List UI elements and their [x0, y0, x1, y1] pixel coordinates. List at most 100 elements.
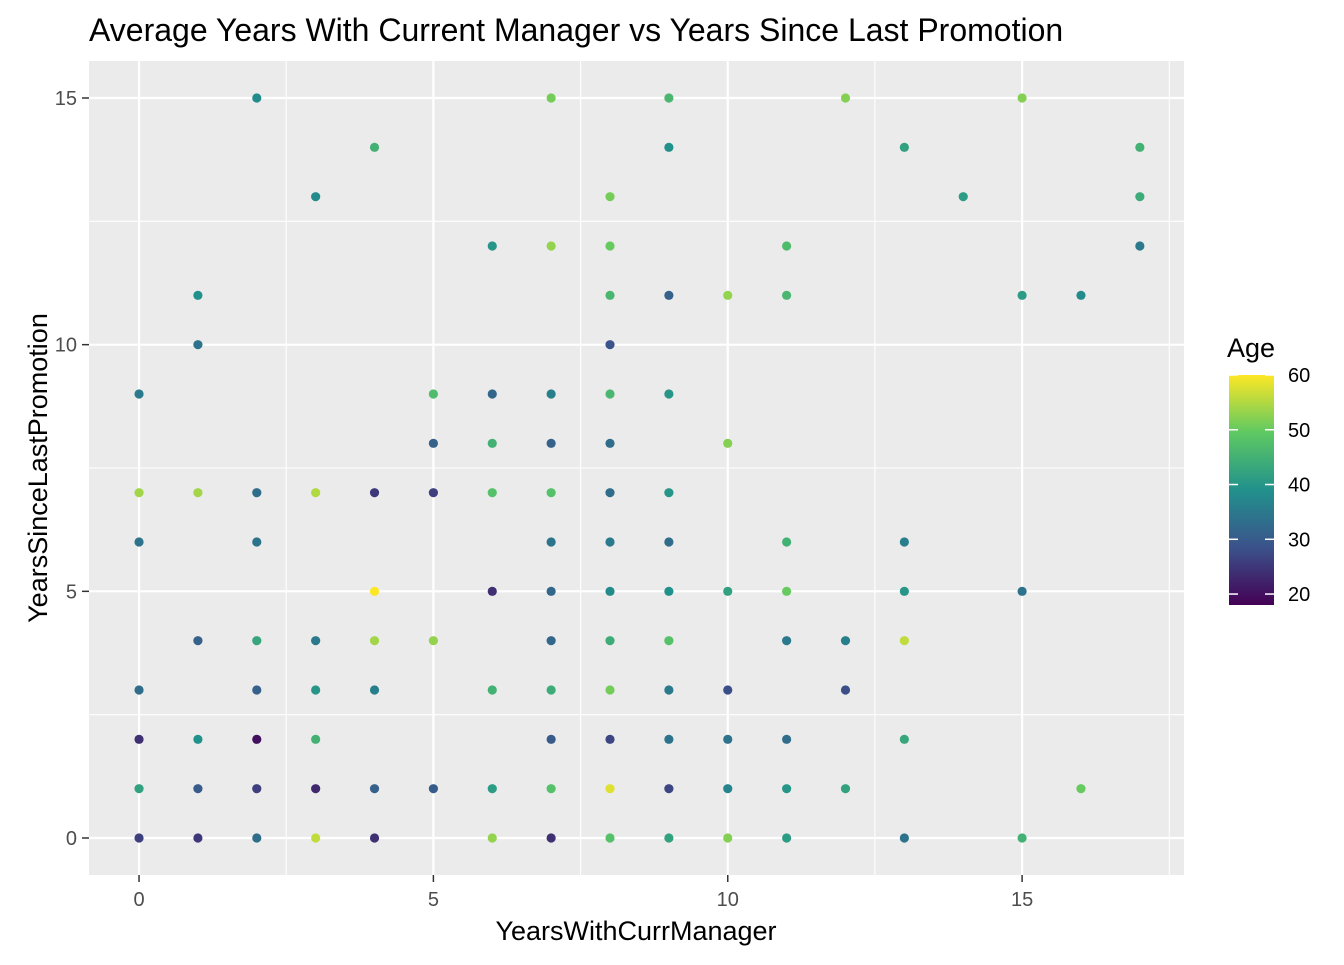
data-point	[311, 784, 321, 794]
data-point	[605, 340, 615, 350]
data-point	[369, 586, 380, 596]
data-point	[193, 636, 203, 646]
data-point	[487, 389, 497, 399]
y-axis-title: YearsSinceLastPromotion	[23, 313, 53, 623]
data-point	[664, 93, 674, 103]
x-tick-label: 0	[133, 889, 144, 911]
data-point	[899, 537, 909, 547]
data-point	[134, 389, 144, 399]
data-point	[487, 685, 497, 695]
data-point	[840, 685, 851, 695]
data-point	[428, 784, 438, 794]
data-point	[252, 488, 262, 498]
legend: Age 20 30 40 50 60	[1227, 333, 1310, 606]
data-point	[311, 488, 321, 498]
data-point	[664, 636, 674, 646]
data-point	[723, 784, 733, 794]
y-tick-label: 5	[66, 581, 77, 603]
data-point	[134, 833, 144, 843]
data-point	[369, 142, 380, 152]
data-point	[605, 290, 615, 300]
data-point	[664, 290, 674, 300]
data-point	[546, 586, 556, 596]
data-point	[487, 833, 497, 843]
data-point	[546, 488, 556, 498]
data-point	[193, 290, 203, 300]
legend-tick-label: 60	[1288, 365, 1310, 387]
data-point	[369, 685, 380, 695]
data-point	[664, 833, 674, 843]
data-point	[605, 685, 615, 695]
data-point	[546, 438, 556, 448]
data-point	[1076, 784, 1086, 794]
data-point	[782, 734, 792, 744]
x-tick-label: 10	[717, 889, 739, 911]
data-point	[605, 537, 615, 547]
data-point	[428, 438, 438, 448]
data-point	[664, 586, 674, 596]
x-tick-label: 15	[1011, 889, 1033, 911]
data-point	[252, 784, 262, 794]
legend-tick-label: 40	[1288, 475, 1310, 497]
data-point	[546, 784, 556, 794]
data-point	[546, 685, 556, 695]
data-point	[723, 685, 733, 695]
data-point	[782, 241, 792, 251]
data-point	[311, 833, 321, 843]
y-axis: 0 5 10 15	[55, 88, 89, 850]
data-point	[134, 784, 144, 794]
data-point	[899, 586, 909, 596]
data-point	[193, 488, 203, 498]
data-point	[664, 389, 674, 399]
data-point	[546, 734, 556, 744]
data-point	[782, 833, 792, 843]
data-point	[311, 734, 321, 744]
data-point	[487, 586, 497, 596]
data-point	[605, 241, 615, 251]
data-point	[369, 833, 380, 843]
data-point	[664, 142, 674, 152]
data-point	[782, 784, 792, 794]
legend-title: Age	[1227, 333, 1275, 363]
data-point	[1017, 833, 1027, 843]
data-point	[252, 93, 262, 103]
data-point	[605, 636, 615, 646]
data-point	[311, 685, 321, 695]
data-point	[428, 636, 438, 646]
data-point	[605, 488, 615, 498]
data-point	[723, 290, 733, 300]
data-point	[782, 537, 792, 547]
x-axis: 0 5 10 15	[133, 875, 1033, 911]
data-point	[605, 192, 615, 202]
data-point	[546, 389, 556, 399]
data-point	[369, 488, 380, 498]
data-point	[1135, 142, 1145, 152]
data-point	[1017, 586, 1027, 596]
data-point	[782, 636, 792, 646]
data-point	[428, 389, 438, 399]
chart-title: Average Years With Current Manager vs Ye…	[89, 12, 1063, 48]
data-point	[546, 833, 556, 843]
data-point	[664, 685, 674, 695]
data-point	[252, 685, 262, 695]
y-tick-label: 10	[55, 335, 77, 357]
data-point	[1017, 290, 1027, 300]
data-point	[664, 537, 674, 547]
data-point	[899, 142, 909, 152]
data-point	[1135, 192, 1145, 202]
data-point	[546, 537, 556, 547]
x-axis-title: YearsWithCurrManager	[495, 916, 776, 946]
data-point	[723, 734, 733, 744]
y-tick-label: 0	[66, 828, 77, 850]
data-point	[840, 636, 851, 646]
legend-colorbar	[1229, 375, 1274, 605]
data-point	[193, 784, 203, 794]
data-point	[193, 833, 203, 843]
data-point	[1135, 241, 1145, 251]
data-point	[605, 586, 615, 596]
x-tick-label: 5	[428, 889, 439, 911]
legend-tick-label: 30	[1288, 529, 1310, 551]
data-point	[311, 192, 321, 202]
data-point	[428, 488, 438, 498]
